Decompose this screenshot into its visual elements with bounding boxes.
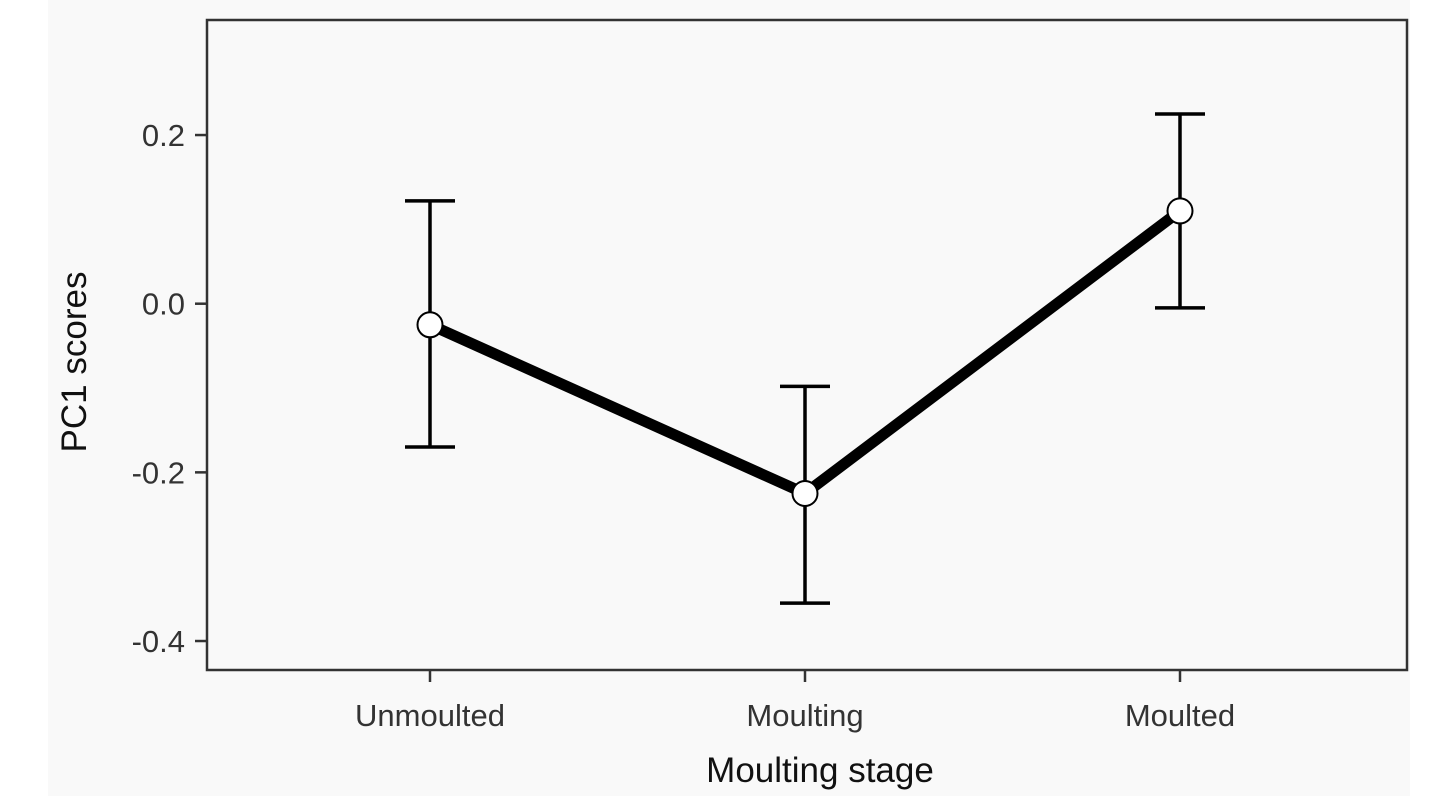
x-axis: Unmoulted Moulting Moulted [355,670,1235,733]
data-points [416,197,1194,507]
plot-panel [205,18,1409,672]
data-point [416,311,444,339]
x-tick-label: Moulted [1125,698,1235,733]
y-tick-label: -0.2 [132,455,185,490]
y-axis-title: PC1 scores [55,272,94,453]
y-tick-label: 0.2 [142,118,185,153]
y-axis: 0.2 0.0 -0.2 -0.4 [132,118,207,659]
y-tick-label: -0.4 [132,624,185,659]
y-tick-label: 0.0 [142,287,185,322]
x-tick-label: Unmoulted [355,698,505,733]
data-point [791,479,819,507]
x-tick-label: Moulting [746,698,863,733]
data-point [1166,197,1194,225]
x-axis-title: Moulting stage [706,751,934,790]
